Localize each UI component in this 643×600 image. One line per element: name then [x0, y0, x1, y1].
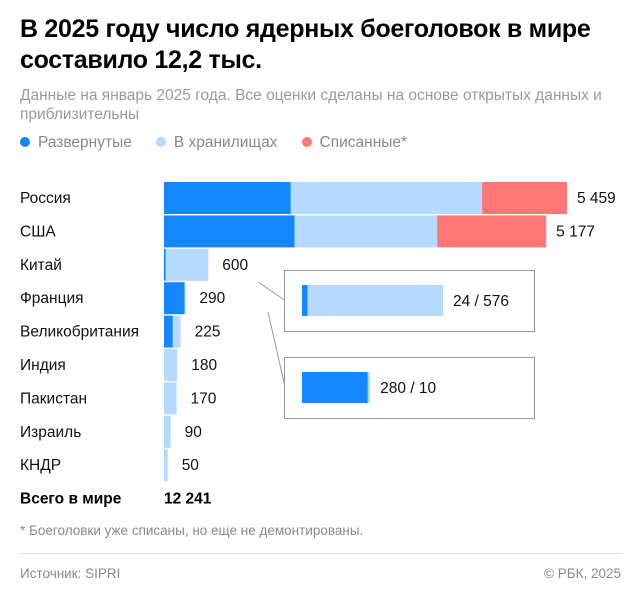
category-label: Великобритания	[20, 324, 139, 341]
bar-segment	[294, 215, 438, 248]
bar-segment	[172, 315, 181, 348]
legend-swatch-deployed	[20, 136, 30, 147]
total-label: 290	[199, 290, 225, 307]
bar-segment	[164, 248, 166, 281]
category-label: Израиль	[20, 424, 81, 441]
bar-segment	[164, 415, 171, 448]
category-label: КНДР	[20, 457, 61, 474]
legend-swatch-stored	[155, 136, 166, 147]
bar-segment	[164, 449, 168, 482]
bar-segment	[482, 182, 567, 214]
chart-title: В 2025 году число ядерных боеголовок в м…	[20, 15, 591, 74]
inset-bar-segment	[302, 285, 308, 316]
total-label: 170	[191, 390, 217, 407]
inset-label: 24 / 576	[453, 293, 509, 310]
legend-label: Списанные*	[319, 134, 408, 151]
total-label: 5 459	[577, 190, 616, 207]
total-row-value: 12 241	[164, 491, 212, 508]
legend: Развернутые В хранилищах Списанные*	[20, 134, 407, 152]
total-row-label: Всего в мире	[20, 491, 122, 508]
bar-segment	[164, 182, 291, 214]
divider	[20, 553, 623, 554]
category-label: Россия	[20, 190, 71, 207]
bar-segment	[437, 215, 547, 248]
inset-bar-segment	[302, 372, 368, 403]
footnote: * Боеголовки уже списаны, но еще не демо…	[20, 523, 364, 538]
copyright: © РБК, 2025	[544, 566, 621, 581]
inset-bar-segment	[307, 285, 443, 316]
legend-label: Развернутые	[38, 134, 132, 151]
category-label: США	[20, 223, 56, 240]
bar-segment	[164, 215, 295, 248]
inset-label: 280 / 10	[380, 380, 436, 397]
bar-segment	[164, 315, 173, 348]
total-label: 90	[185, 424, 203, 441]
legend-item-stored: В хранилищах	[155, 134, 278, 152]
total-label: 225	[195, 324, 221, 341]
chart-subtitle: Данные на январь 2025 года. Все оценки с…	[20, 87, 602, 123]
source: Источник: SIPRI	[20, 566, 121, 581]
bar-segment	[290, 182, 483, 214]
bar-segment	[165, 248, 209, 281]
legend-item-deployed: Развернутые	[20, 134, 132, 152]
bar-segment	[164, 382, 177, 415]
total-label: 600	[222, 257, 248, 274]
total-label: 50	[182, 457, 200, 474]
total-label: 180	[191, 357, 217, 374]
category-label: Пакистан	[20, 390, 87, 407]
bar-segment	[164, 349, 178, 381]
category-label: Франция	[20, 290, 84, 307]
category-label: Китай	[20, 257, 62, 274]
inset-connector	[257, 281, 287, 302]
legend-swatch-retired	[301, 136, 312, 147]
bar-segment	[184, 282, 186, 315]
bar-segment	[164, 282, 185, 315]
total-label: 5 177	[556, 223, 595, 240]
legend-item-retired: Списанные*	[301, 134, 408, 152]
inset-bar-segment	[367, 372, 371, 403]
category-label: Индия	[20, 357, 66, 374]
legend-label: В хранилищах	[173, 134, 278, 151]
